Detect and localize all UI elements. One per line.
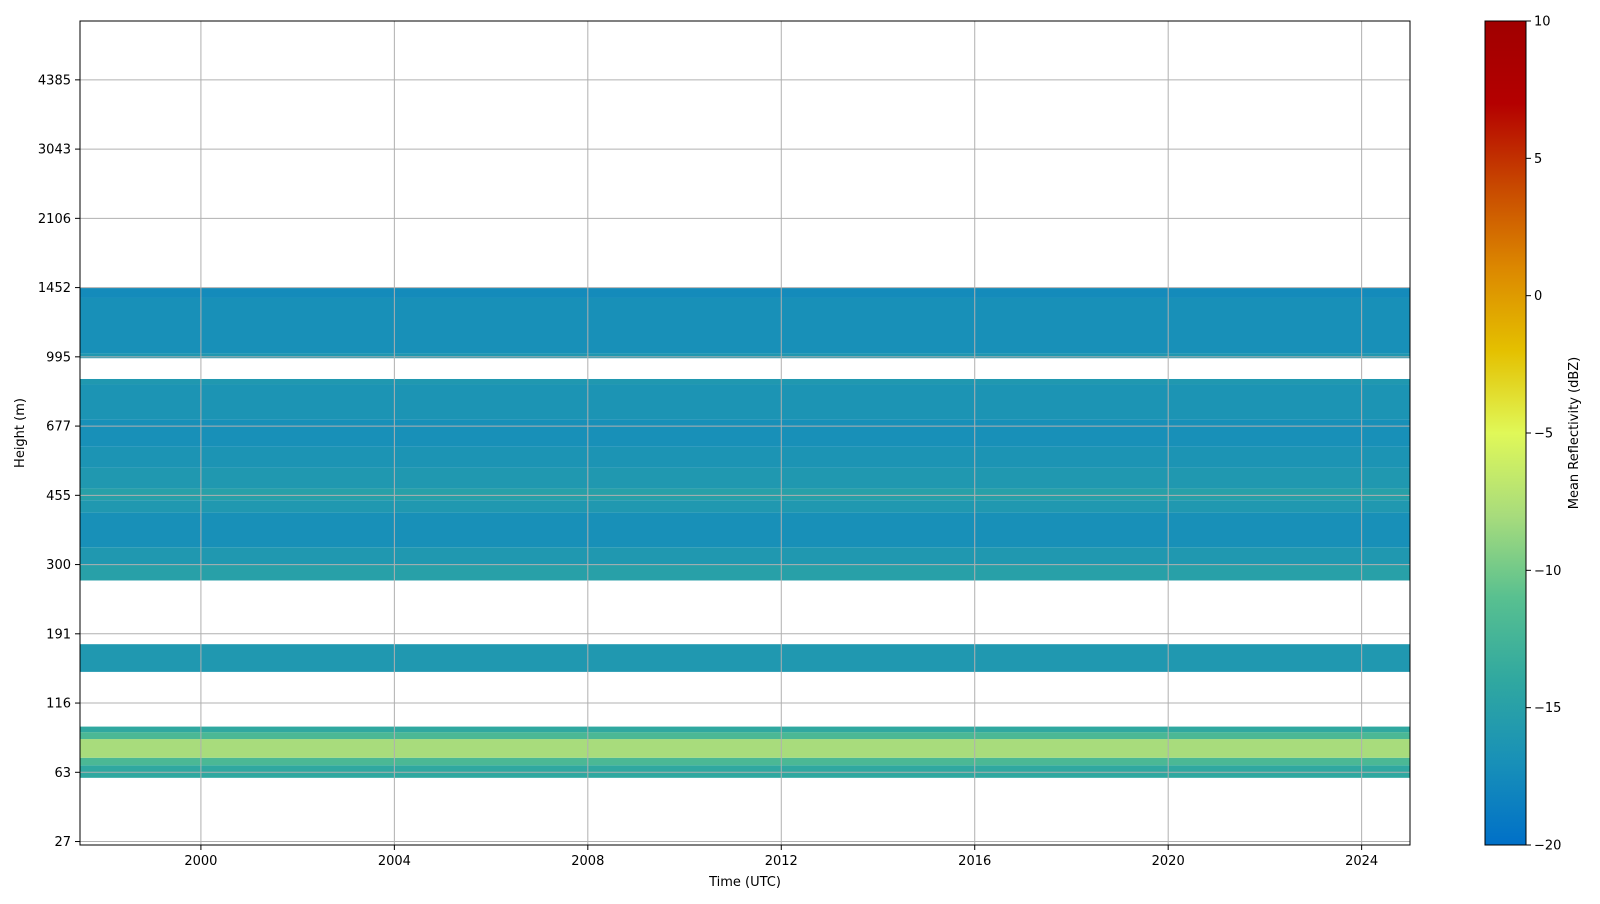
heatmap-band	[80, 765, 1410, 778]
y-tick-label: 455	[46, 489, 71, 504]
colorbar-tick-label: −5	[1534, 427, 1553, 442]
heatmap-band	[80, 644, 1410, 672]
heatmap-band	[80, 419, 1410, 447]
x-tick-label: 2008	[571, 854, 604, 869]
x-tick-label: 2000	[184, 854, 217, 869]
y-axis: 27 63 116 191 300 455 677 995 1452 2106 3043 4385	[38, 73, 80, 850]
heatmap-band	[80, 353, 1410, 359]
y-tick-label: 1452	[38, 281, 71, 296]
heatmap-band	[80, 488, 1410, 501]
heatmap-band	[80, 739, 1410, 758]
x-tick-label: 2004	[378, 854, 411, 869]
x-tick-label: 2020	[1152, 854, 1185, 869]
x-tick-label: 2012	[765, 854, 798, 869]
heatmap-band	[80, 467, 1410, 489]
heatmap-band	[80, 297, 1410, 354]
heatmap-band	[80, 512, 1410, 548]
colorbar-tick-label: 5	[1534, 152, 1542, 167]
y-tick-label: 191	[46, 627, 71, 642]
y-tick-label: 2106	[38, 212, 71, 227]
colorbar-tick-label: 0	[1534, 289, 1542, 304]
heatmap-band	[80, 726, 1410, 733]
x-axis-label: Time (UTC)	[708, 875, 781, 890]
y-tick-label: 677	[46, 420, 71, 435]
y-tick-label: 27	[54, 835, 71, 850]
colorbar-label: Mean Reflectivity (dBZ)	[1567, 357, 1582, 510]
y-tick-label: 4385	[38, 73, 71, 88]
y-tick-label: 995	[46, 350, 71, 365]
x-tick-label: 2016	[958, 854, 991, 869]
heatmap-band	[80, 384, 1410, 420]
grid-lines	[80, 21, 1410, 845]
heatmap-band	[80, 378, 1410, 385]
y-tick-label: 63	[54, 766, 71, 781]
y-tick-label: 3043	[38, 143, 71, 158]
colorbar-tick-label: 10	[1534, 15, 1551, 30]
y-axis-label: Height (m)	[13, 398, 28, 468]
colorbar-tick-label: −10	[1534, 564, 1561, 579]
heatmap-band	[80, 564, 1410, 581]
heatmap-band	[80, 732, 1410, 740]
colorbar-tick-label: −15	[1534, 701, 1561, 716]
colorbar: 10 5 0 −5 −10 −15 −20	[1484, 15, 1561, 854]
heatmap-band	[80, 500, 1410, 513]
heatmap-band	[80, 287, 1410, 298]
heatmap-band	[80, 446, 1410, 468]
colorbar-gradient	[1484, 20, 1527, 846]
plot-frame	[79, 20, 1411, 846]
heatmap-band	[80, 547, 1410, 565]
heatmap-band	[80, 757, 1410, 766]
y-tick-label: 116	[46, 697, 71, 712]
x-axis: 2000 2004 2008 2012 2016 2020 2024	[184, 845, 1378, 869]
y-tick-label: 300	[46, 558, 71, 573]
colorbar-tick-label: −20	[1534, 839, 1561, 854]
heatmap-bands	[80, 287, 1410, 778]
x-tick-label: 2024	[1345, 854, 1378, 869]
